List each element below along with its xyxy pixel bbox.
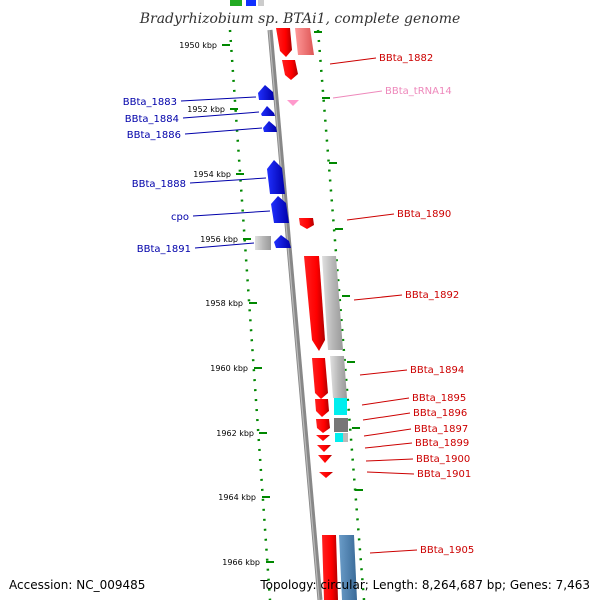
gene-bbta-1895-cyan (334, 398, 347, 415)
gene-bbta-1888 (267, 160, 285, 194)
tick-1956: 1956 kbp (200, 235, 251, 244)
svg-text:BBta_1882: BBta_1882 (379, 53, 433, 64)
svg-text:BBta_1899: BBta_1899 (415, 438, 469, 449)
reverse-genes (255, 85, 291, 250)
gene-bbta-1892 (304, 256, 325, 351)
forward-genes (276, 28, 357, 600)
gene-trna14 (287, 100, 299, 106)
svg-text:1960 kbp: 1960 kbp (210, 364, 248, 373)
gene-bbta-1896 (316, 419, 330, 433)
svg-text:BBta_1890: BBta_1890 (397, 209, 451, 220)
right-track-ticks (314, 31, 363, 491)
gene-bbta-1883 (258, 85, 274, 100)
accession-label: Accession: NC_009485 (9, 578, 146, 592)
genome-backbone (267, 29, 323, 600)
gene-bbta-1894 (312, 358, 328, 399)
svg-text:BBta_1884: BBta_1884 (125, 114, 179, 125)
gene-bbta-1891-grey (255, 236, 271, 250)
gene-bbta-1882-shadow (295, 28, 314, 55)
svg-text:BBta_1900: BBta_1900 (416, 454, 470, 465)
gene-bbta-1884 (261, 106, 275, 116)
gene-bbta-1892-grey (322, 256, 343, 350)
svg-text:BBta_tRNA14: BBta_tRNA14 (385, 86, 452, 97)
gene-bbta-1897 (316, 435, 330, 441)
svg-text:BBta_1901: BBta_1901 (417, 469, 471, 480)
svg-text:1950 kbp: 1950 kbp (179, 41, 217, 50)
gene-top-green (230, 0, 242, 6)
svg-text:BBta_1897: BBta_1897 (414, 424, 468, 435)
svg-text:1954 kbp: 1954 kbp (193, 170, 231, 179)
tick-1958: 1958 kbp (205, 299, 257, 308)
map-title: Bradyrhizobium sp. BTAi1, complete genom… (139, 11, 461, 27)
gene-bbta-1905 (322, 535, 338, 600)
svg-text:1966 kbp: 1966 kbp (222, 558, 260, 567)
svg-text:1958 kbp: 1958 kbp (205, 299, 243, 308)
gene-bbta-1897-grey (343, 433, 348, 442)
gene-bbta-1899 (317, 445, 331, 452)
gene-bbta-1882b (282, 60, 298, 80)
tick-1966: 1966 kbp (222, 558, 274, 567)
gene-cpo (271, 196, 289, 223)
left-labels: BBta_1883 BBta_1884 BBta_1886 BBta_1888 … (123, 96, 271, 255)
gene-bbta-1896-grey (334, 418, 348, 432)
gene-bbta-1882 (276, 28, 292, 57)
right-labels: BBta_1882 BBta_tRNA14 BBta_1890 BBta_189… (329, 53, 474, 556)
tick-1960: 1960 kbp (210, 364, 262, 373)
gene-top-blue (246, 0, 256, 6)
gene-top-grey (258, 0, 264, 6)
svg-text:BBta_1895: BBta_1895 (412, 393, 466, 404)
gene-bbta-1891 (274, 235, 291, 248)
svg-text:BBta_1896: BBta_1896 (413, 408, 467, 419)
gene-bbta-1894-grey (330, 356, 347, 398)
tick-1962: 1962 kbp (216, 429, 267, 438)
svg-text:BBta_1883: BBta_1883 (123, 97, 177, 108)
gene-bbta-1895 (315, 399, 329, 417)
genome-summary: Topology: circular; Length: 8,264,687 bp… (260, 578, 590, 592)
gene-bbta-1900 (318, 455, 332, 463)
svg-text:BBta_1888: BBta_1888 (132, 179, 186, 190)
gene-bbta-1890 (299, 218, 314, 229)
svg-text:BBta_1894: BBta_1894 (410, 365, 464, 376)
ruler-right (316, 29, 366, 600)
gene-bbta-1886 (263, 121, 277, 132)
svg-text:BBta_1905: BBta_1905 (420, 545, 474, 556)
svg-text:BBta_1886: BBta_1886 (127, 130, 181, 141)
svg-text:1964 kbp: 1964 kbp (218, 493, 256, 502)
gene-bbta-1897-cyan (335, 433, 343, 442)
svg-text:BBta_1892: BBta_1892 (405, 290, 459, 301)
gene-bbta-1901 (319, 472, 333, 478)
gene-bbta-1905-steel (339, 535, 357, 600)
tick-1954: 1954 kbp (193, 170, 244, 179)
svg-text:1952 kbp: 1952 kbp (187, 105, 225, 114)
tick-1952: 1952 kbp (187, 105, 238, 114)
genome-backbone-highlight (268, 29, 320, 600)
svg-text:1956 kbp: 1956 kbp (200, 235, 238, 244)
tick-1950: 1950 kbp (179, 41, 230, 50)
tick-1964: 1964 kbp (218, 493, 270, 502)
svg-text:1962 kbp: 1962 kbp (216, 429, 254, 438)
svg-text:cpo: cpo (171, 212, 189, 223)
svg-text:BBta_1891: BBta_1891 (137, 244, 191, 255)
